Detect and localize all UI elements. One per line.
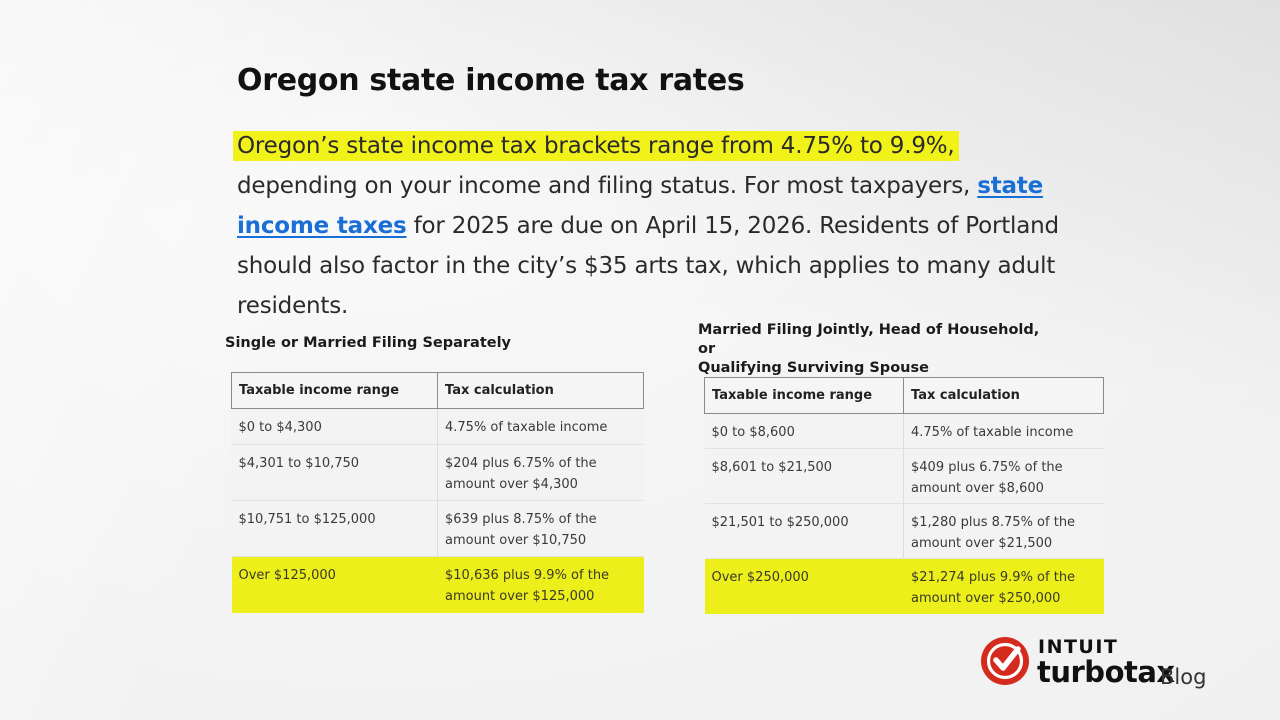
income-range-cell: $10,751 to $125,000 (231, 500, 438, 557)
table-row: $8,601 to $21,500 $409 plus 6.75% of the… (704, 448, 1104, 504)
income-range-cell: $4,301 to $10,750 (231, 444, 438, 501)
turbotax-blog-logo: INTUIT turbotax Blog (980, 636, 1220, 692)
intro-text-2: for 2025 are due on April 15, 2026. Resi… (237, 213, 1059, 319)
tax-calculation-cell: $639 plus 8.75% of the amount over $10,75… (437, 500, 644, 557)
table-row: $0 to $4,300 4.75% of taxable income (231, 408, 644, 445)
tax-calculation-line: amount over $21,500 (911, 536, 1053, 551)
tax-calculation-cell: 4.75% of taxable income (903, 413, 1104, 449)
joint-table-heading: Married Filing Jointly, Head of Househol… (698, 321, 1058, 378)
income-range-cell: Over $125,000 (231, 556, 438, 613)
tax-calculation-line: amount over $250,000 (911, 591, 1061, 606)
tax-calculation-line: amount over $10,750 (445, 533, 587, 548)
tax-calculation-cell: $21,274 plus 9.9% of the amount over $250… (903, 558, 1104, 614)
table-row: $0 to $8,600 4.75% of taxable income (704, 413, 1104, 449)
intro-paragraph: Oregon’s state income tax brackets range… (233, 126, 1077, 326)
income-range-cell: $21,501 to $250,000 (704, 503, 904, 559)
table-row-highlighted: Over $125,000 $10,636 plus 9.9% of the am… (231, 556, 644, 613)
income-range-cell: $8,601 to $21,500 (704, 448, 904, 504)
column-header-range: Taxable income range (231, 372, 438, 409)
tax-calculation-line: amount over $125,000 (445, 589, 595, 604)
table-header-row: Taxable income range Tax calculation (704, 377, 1104, 414)
tax-calculation-cell: 4.75% of taxable income (437, 408, 644, 445)
tax-calculation-line: $21,274 plus 9.9% of the (911, 570, 1076, 585)
checkmark-icon (981, 637, 1029, 685)
income-range-cell: Over $250,000 (704, 558, 904, 614)
state-income-taxes-link[interactable]: state income taxes (237, 173, 1044, 239)
single-table-heading: Single or Married Filing Separately (225, 335, 512, 351)
highlighted-sentence: Oregon’s state income tax brackets range… (233, 131, 959, 161)
table-row: $4,301 to $10,750 $204 plus 6.75% of the… (231, 444, 644, 501)
tax-calculation-line: $1,280 plus 8.75% of the (911, 515, 1076, 530)
column-header-range: Taxable income range (704, 377, 904, 414)
joint-table-heading-line: Qualifying Surviving Spouse (698, 360, 929, 376)
tax-calculation-line: amount over $8,600 (911, 481, 1044, 496)
table-row: $10,751 to $125,000 $639 plus 8.75% of t… (231, 500, 644, 557)
tax-calculation-line: $639 plus 8.75% of the (445, 512, 597, 527)
intro-text-1: depending on your income and filing stat… (237, 173, 978, 199)
joint-table-heading-line: Married Filing Jointly, Head of Househol… (698, 322, 1040, 357)
joint-filer-rates-table: Taxable income range Tax calculation $0 … (704, 377, 1104, 614)
tax-calculation-line: $409 plus 6.75% of the (911, 460, 1063, 475)
tax-calculation-cell: $10,636 plus 9.9% of the amount over $125… (437, 556, 644, 613)
column-header-calculation: Tax calculation (437, 372, 644, 409)
tax-calculation-line: $204 plus 6.75% of the (445, 456, 597, 471)
tax-calculation-line: amount over $4,300 (445, 477, 578, 492)
tax-calculation-cell: $1,280 plus 8.75% of the amount over $21,… (903, 503, 1104, 559)
tax-calculation-line: 4.75% of taxable income (911, 425, 1074, 440)
income-range-cell: $0 to $8,600 (704, 413, 904, 449)
single-filer-rates-table: Taxable income range Tax calculation $0 … (231, 372, 644, 613)
intuit-wordmark: INTUIT (1038, 636, 1119, 658)
tax-calculation-cell: $409 plus 6.75% of the amount over $8,600 (903, 448, 1104, 504)
tax-calculation-cell: $204 plus 6.75% of the amount over $4,300 (437, 444, 644, 501)
column-header-calculation: Tax calculation (903, 377, 1104, 414)
blog-label: Blog (1160, 665, 1207, 689)
tax-calculation-line: 4.75% of taxable income (445, 420, 608, 435)
income-range-cell: $0 to $4,300 (231, 408, 438, 445)
page-title: Oregon state income tax rates (237, 63, 745, 98)
tax-calculation-line: $10,636 plus 9.9% of the (445, 568, 610, 583)
table-row-highlighted: Over $250,000 $21,274 plus 9.9% of the am… (704, 558, 1104, 614)
table-header-row: Taxable income range Tax calculation (231, 372, 644, 409)
turbotax-wordmark: turbotax (1037, 655, 1175, 689)
table-row: $21,501 to $250,000 $1,280 plus 8.75% of… (704, 503, 1104, 559)
